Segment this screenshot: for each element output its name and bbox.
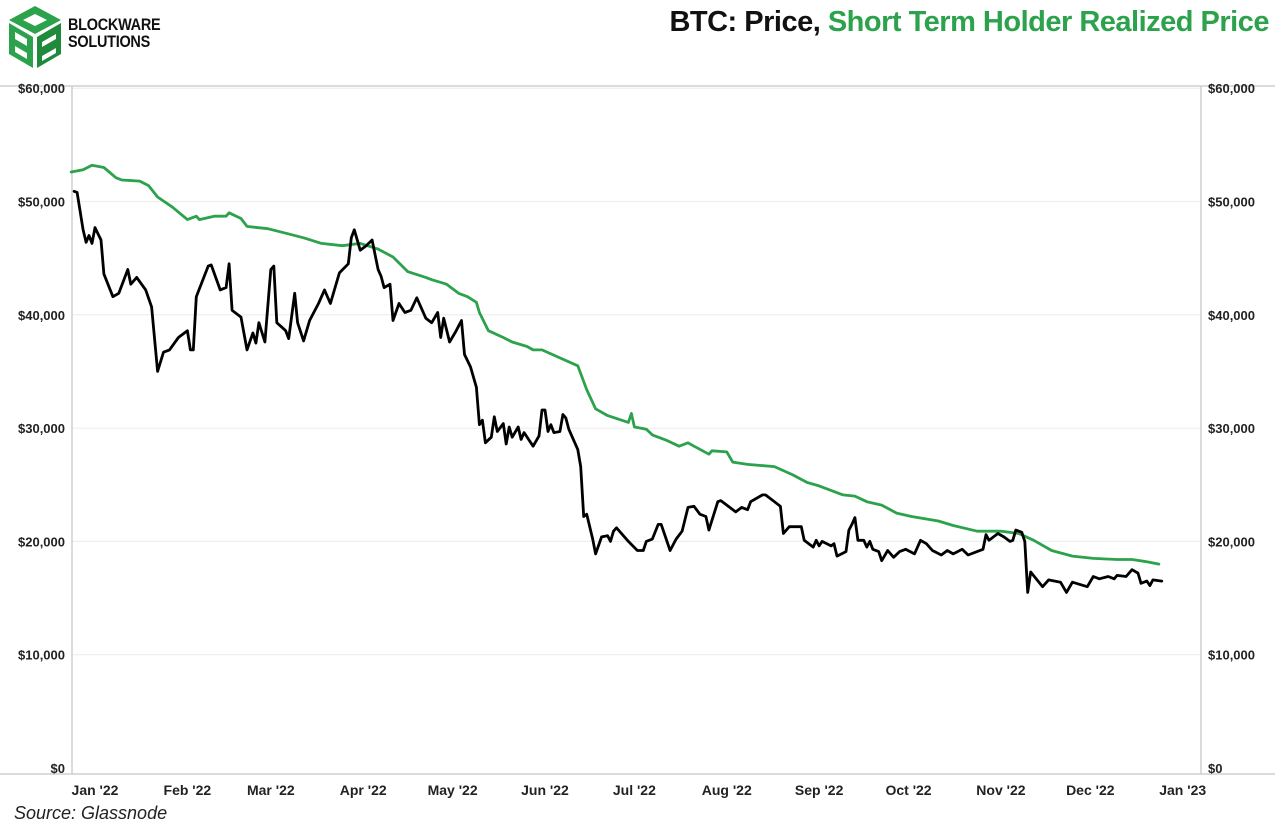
price-line xyxy=(72,189,1164,594)
title-price: BTC: Price, xyxy=(669,6,821,38)
x-axis-ticks: Jan '22 Feb '22 Mar '22 Apr '22 May '22 Jun '… xyxy=(72,782,1207,798)
source-note: Source: Glassnode xyxy=(14,803,168,823)
plot-frame xyxy=(0,85,1275,775)
x-tick-label: Jan '23 xyxy=(1159,782,1206,798)
x-tick-label: Apr '22 xyxy=(340,782,387,798)
x-tick-label: Jun '22 xyxy=(521,782,569,798)
logo-line-1: BLOCKWARE xyxy=(68,15,161,34)
x-tick-label: Jan '22 xyxy=(72,782,119,798)
x-tick-label: Aug '22 xyxy=(702,782,752,798)
y-tick-label-right: $60,000 xyxy=(1208,81,1255,96)
x-tick-label: Mar '22 xyxy=(247,782,295,798)
logo-cube-icon xyxy=(9,6,61,68)
x-tick-label: Oct '22 xyxy=(885,782,931,798)
gridlines xyxy=(72,87,1201,656)
x-tick-label: Nov '22 xyxy=(976,782,1025,798)
y-tick-label-right: $0 xyxy=(1208,761,1222,776)
logo-wordmark: BLOCKWARE SOLUTIONS xyxy=(68,15,161,51)
logo-line-2: SOLUTIONS xyxy=(68,32,151,51)
x-tick-label: Sep '22 xyxy=(795,782,844,798)
y-tick-label-right: $30,000 xyxy=(1208,421,1255,436)
y-tick-label-left: $0 xyxy=(51,761,65,776)
y-tick-label-left: $20,000 xyxy=(18,534,65,549)
left-y-axis-ticks: $0 $10,000 $20,000 $30,000 $40,000 $50,000 $60… xyxy=(18,81,65,776)
right-y-axis-ticks: $0 $10,000 $20,000 $30,000 $40,000 $50,000 $60… xyxy=(1208,81,1255,776)
x-tick-label: Feb '22 xyxy=(164,782,212,798)
y-tick-label-right: $20,000 xyxy=(1208,534,1255,549)
chart-title: BTC: Price, Short Term Holder Realized P… xyxy=(669,6,1269,39)
x-tick-label: May '22 xyxy=(428,782,478,798)
y-tick-label-right: $40,000 xyxy=(1208,308,1255,323)
y-tick-label-right: $10,000 xyxy=(1208,648,1255,663)
sth-realized-price-line xyxy=(69,163,1161,566)
x-tick-label: Jul '22 xyxy=(613,782,656,798)
x-tick-label: Dec '22 xyxy=(1066,782,1115,798)
y-tick-label-right: $50,000 xyxy=(1208,195,1255,210)
y-tick-label-left: $60,000 xyxy=(18,81,65,96)
y-tick-label-left: $30,000 xyxy=(18,421,65,436)
series-lines xyxy=(69,163,1164,594)
y-tick-label-left: $10,000 xyxy=(18,648,65,663)
blockware-logo: BLOCKWARE SOLUTIONS xyxy=(6,4,166,70)
y-tick-label-left: $40,000 xyxy=(18,308,65,323)
y-tick-label-left: $50,000 xyxy=(18,195,65,210)
title-sth-realized-price: Short Term Holder Realized Price xyxy=(827,6,1270,38)
